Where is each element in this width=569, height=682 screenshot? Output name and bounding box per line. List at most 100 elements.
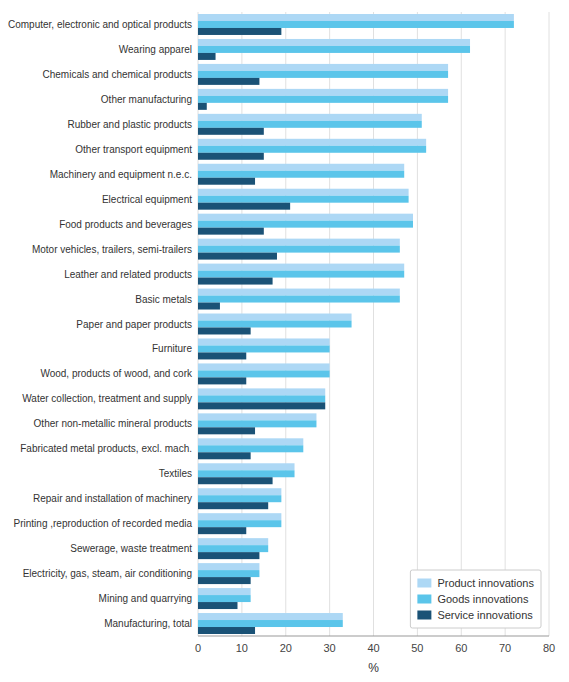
category-label: Sewerage, waste treatment bbox=[70, 543, 192, 554]
bar bbox=[198, 370, 330, 377]
x-tick-label: 60 bbox=[455, 642, 467, 654]
category-label: Rubber and plastic products bbox=[67, 119, 192, 130]
legend-label: Product innovations bbox=[437, 577, 534, 589]
bar bbox=[198, 402, 325, 409]
bar bbox=[198, 64, 448, 71]
bar bbox=[198, 338, 330, 345]
x-tick-label: 50 bbox=[411, 642, 423, 654]
grid-line bbox=[373, 12, 374, 636]
bar bbox=[198, 520, 281, 527]
bar bbox=[198, 146, 426, 153]
x-axis-label: % bbox=[368, 661, 379, 675]
category-label: Chemicals and chemical products bbox=[42, 69, 192, 80]
bar bbox=[198, 171, 404, 178]
bar bbox=[198, 395, 325, 402]
grid-line bbox=[461, 12, 462, 636]
category-label: Electrical equipment bbox=[102, 194, 192, 205]
bar bbox=[198, 203, 290, 210]
bar bbox=[198, 452, 251, 459]
bar bbox=[198, 488, 281, 495]
bar bbox=[198, 271, 404, 278]
category-label: Leather and related products bbox=[64, 269, 192, 280]
x-tick-label: 40 bbox=[367, 642, 379, 654]
legend-swatch bbox=[417, 595, 431, 604]
x-tick-label: 30 bbox=[324, 642, 336, 654]
bar bbox=[198, 153, 264, 160]
category-label: Wood, products of wood, and cork bbox=[40, 368, 193, 379]
grid bbox=[198, 12, 549, 636]
bar bbox=[198, 352, 246, 359]
bar bbox=[198, 303, 220, 310]
bar bbox=[198, 545, 268, 552]
bar bbox=[198, 470, 295, 477]
bar bbox=[198, 420, 316, 427]
bar bbox=[198, 345, 330, 352]
bar bbox=[198, 253, 277, 260]
bar bbox=[198, 228, 264, 235]
bar bbox=[198, 139, 426, 146]
category-label: Computer, electronic and optical product… bbox=[8, 19, 192, 30]
x-axis-line bbox=[198, 636, 549, 637]
bar bbox=[198, 502, 268, 509]
bar bbox=[198, 96, 448, 103]
bar bbox=[198, 53, 216, 60]
x-axis: 01020304050607080 bbox=[195, 636, 555, 654]
category-label: Mining and quarrying bbox=[99, 593, 192, 604]
bar bbox=[198, 595, 251, 602]
category-label: Other manufacturing bbox=[101, 94, 192, 105]
category-label: Furniture bbox=[152, 343, 192, 354]
bar bbox=[198, 327, 251, 334]
bar bbox=[198, 620, 343, 627]
category-label: Fabricated metal products, excl. mach. bbox=[20, 443, 192, 454]
category-label: Wearing apparel bbox=[119, 44, 192, 55]
bars bbox=[198, 14, 514, 634]
bar bbox=[198, 128, 264, 135]
bar bbox=[198, 71, 448, 78]
bar bbox=[198, 438, 303, 445]
bar bbox=[198, 289, 400, 296]
bar bbox=[198, 178, 255, 185]
bar bbox=[198, 78, 259, 85]
category-label: Repair and installation of machinery bbox=[33, 493, 192, 504]
legend-label: Service innovations bbox=[437, 609, 533, 621]
category-label: Motor vehicles, trailers, semi-trailers bbox=[32, 244, 192, 255]
legend-box bbox=[410, 570, 541, 628]
bar bbox=[198, 363, 330, 370]
bar bbox=[198, 246, 400, 253]
category-label: Other transport equipment bbox=[75, 144, 192, 155]
bar bbox=[198, 278, 273, 285]
category-label: Other non-metallic mineral products bbox=[34, 418, 192, 429]
category-label: Basic metals bbox=[135, 294, 192, 305]
category-labels: Computer, electronic and optical product… bbox=[8, 19, 193, 629]
legend: Product innovationsGoods innovationsServ… bbox=[410, 570, 541, 628]
bar bbox=[198, 214, 413, 221]
bar bbox=[198, 413, 316, 420]
chart: Computer, electronic and optical product… bbox=[0, 0, 569, 682]
bar bbox=[198, 513, 281, 520]
bar bbox=[198, 495, 281, 502]
grid-line bbox=[549, 12, 550, 636]
bar bbox=[198, 39, 470, 46]
bar bbox=[198, 427, 255, 434]
category-label: Textiles bbox=[159, 468, 192, 479]
grid-line bbox=[417, 12, 418, 636]
bar bbox=[198, 28, 281, 35]
bar bbox=[198, 588, 251, 595]
bar bbox=[198, 445, 303, 452]
bar bbox=[198, 321, 352, 328]
bar bbox=[198, 463, 295, 470]
bar bbox=[198, 114, 422, 121]
bar bbox=[198, 538, 268, 545]
x-tick-label: 0 bbox=[195, 642, 201, 654]
x-tick-label: 70 bbox=[499, 642, 511, 654]
category-label: Water collection, treatment and supply bbox=[22, 393, 192, 404]
category-label: Paper and paper products bbox=[76, 319, 192, 330]
bar bbox=[198, 296, 400, 303]
category-label: Electricity, gas, steam, air conditionin… bbox=[23, 568, 192, 579]
category-label: Printing ,reproduction of recorded media bbox=[14, 518, 193, 529]
bar bbox=[198, 164, 404, 171]
bar bbox=[198, 103, 207, 110]
bar bbox=[198, 314, 352, 321]
category-label: Food products and beverages bbox=[59, 219, 192, 230]
bar bbox=[198, 46, 470, 53]
